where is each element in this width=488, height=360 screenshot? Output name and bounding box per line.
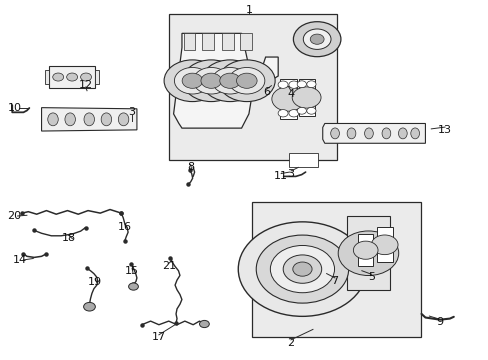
Text: 7: 7 [331,276,338,286]
Circle shape [370,235,397,255]
Bar [202,33,213,50]
Circle shape [174,67,210,94]
Text: 19: 19 [88,276,102,287]
Polygon shape [298,78,314,116]
Circle shape [182,73,203,88]
Bar [346,216,389,291]
Ellipse shape [381,128,390,139]
Circle shape [83,302,95,311]
Circle shape [238,222,366,316]
Text: 20: 20 [7,211,20,221]
Text: 9: 9 [436,317,443,327]
Text: 21: 21 [162,261,175,271]
Circle shape [297,81,306,87]
Text: 15: 15 [125,266,139,276]
Polygon shape [376,227,392,262]
Text: 3: 3 [287,168,294,179]
Bar [288,153,317,167]
Circle shape [309,34,324,44]
Text: 3: 3 [128,107,135,117]
Circle shape [212,67,247,94]
Text: 18: 18 [61,233,75,243]
Circle shape [278,109,287,117]
Ellipse shape [398,128,407,139]
Circle shape [164,60,220,102]
Circle shape [218,60,275,102]
Bar [168,14,337,160]
Polygon shape [173,33,278,128]
Polygon shape [41,108,137,131]
Bar [95,70,99,84]
Circle shape [219,73,240,88]
Circle shape [306,81,315,87]
Text: 1: 1 [245,5,252,15]
Circle shape [256,235,348,303]
Polygon shape [357,234,372,266]
Bar [183,33,195,50]
Circle shape [202,60,258,102]
Polygon shape [280,78,296,120]
Circle shape [201,73,221,88]
Ellipse shape [346,128,355,139]
Circle shape [288,81,298,88]
Circle shape [271,87,305,111]
Polygon shape [322,123,425,143]
Circle shape [297,107,306,114]
Text: 17: 17 [152,332,165,342]
Text: 4: 4 [287,89,294,99]
Text: 11: 11 [274,171,287,181]
Bar [45,70,49,84]
Circle shape [236,73,257,88]
Text: 5: 5 [367,272,374,282]
Text: 10: 10 [8,103,21,113]
Text: 16: 16 [118,222,131,232]
Text: 8: 8 [187,162,194,172]
Text: 13: 13 [437,125,451,135]
Ellipse shape [118,113,128,126]
Circle shape [183,60,239,102]
Text: 14: 14 [13,255,26,265]
Text: 12: 12 [79,80,92,90]
Circle shape [128,283,138,290]
Circle shape [306,107,315,114]
Circle shape [199,320,209,328]
Ellipse shape [48,113,58,126]
Circle shape [270,246,334,293]
Text: 2: 2 [287,338,294,348]
Circle shape [66,73,78,81]
Bar [49,66,95,88]
Circle shape [292,262,311,276]
Circle shape [228,67,264,94]
Circle shape [81,73,91,81]
Ellipse shape [101,113,111,126]
Bar [222,33,233,50]
Circle shape [278,81,287,88]
Text: 6: 6 [263,87,269,97]
Ellipse shape [330,128,339,139]
Circle shape [338,231,398,275]
Circle shape [353,241,377,259]
Bar [240,33,251,50]
Bar [251,202,420,337]
Ellipse shape [364,128,372,139]
Ellipse shape [84,113,94,126]
Circle shape [283,255,321,283]
Ellipse shape [410,128,419,139]
Circle shape [53,73,63,81]
Circle shape [293,22,340,57]
Circle shape [288,109,298,117]
Circle shape [193,67,229,94]
Ellipse shape [65,113,75,126]
Circle shape [292,87,321,108]
Circle shape [303,29,330,49]
